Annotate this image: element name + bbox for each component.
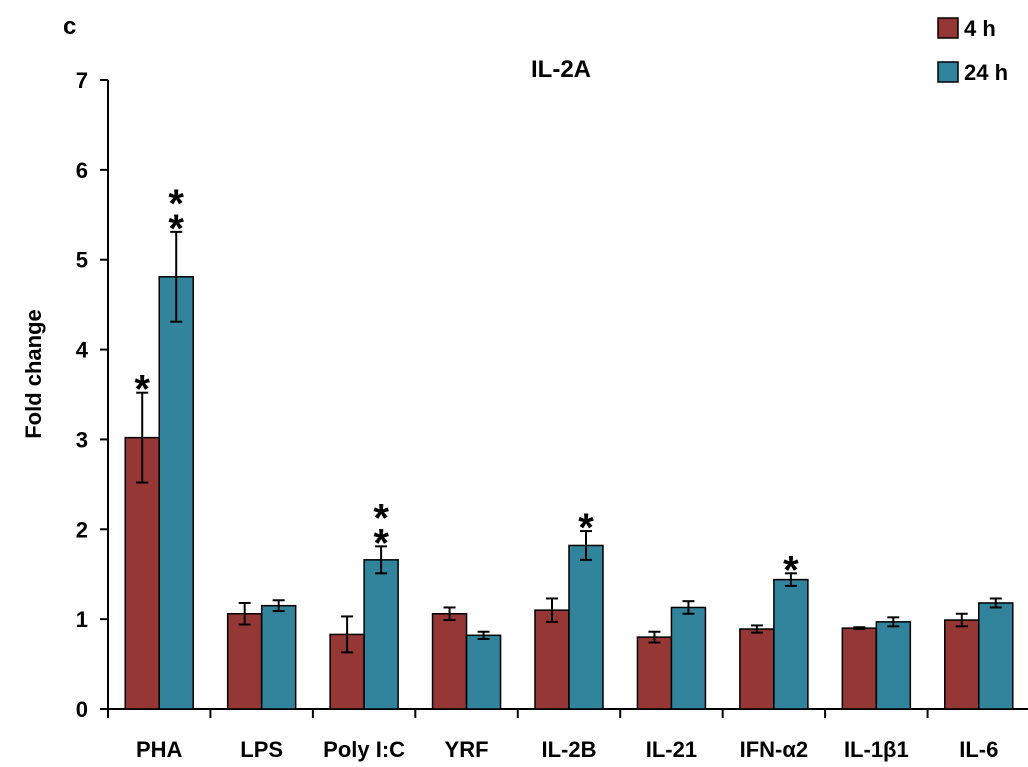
bar-lps-24h [260,604,297,710]
y-tick-label-6: 6 [76,158,88,183]
bar-il-6-24h [978,602,1014,710]
y-tick-label-5: 5 [76,248,88,273]
x-tick-label-poly-i-c: Poly I:C [323,737,405,762]
significance-star-pha-4h-1: * [134,368,150,412]
x-tick-label-il-21: IL-21 [646,737,697,762]
bar-yrf-24h [465,634,502,710]
x-tick-label-ifn-2: IFN-α2 [740,737,809,762]
y-tick-label-7: 7 [76,68,88,93]
legend-label-4h: 4 h [964,16,996,41]
y-tick-label-3: 3 [76,427,88,452]
significance-star-il-2b-24h-1: * [578,506,594,550]
significance-star-poly-i-c-24h-1: * [373,521,389,565]
bar-poly-i-c-24h [363,559,399,710]
panel-label: c [63,13,76,40]
legend: 4 h 24 h [937,16,1008,85]
x-tick-label-il-6: IL-6 [959,737,998,762]
bar-il-2b-24h [568,544,604,710]
significance-star-ifn-2-24h-1: * [783,548,799,592]
significance-star-pha-24h-1: * [168,207,184,251]
significance-star-pha-24h-2: * [168,182,184,226]
y-tick-label-0: 0 [76,697,88,722]
chart-title: IL-2A [531,56,591,83]
bar-lps-4h [226,613,263,710]
x-tick-label-lps: LPS [240,737,283,762]
bar-il-2b-4h [534,609,570,710]
legend-label-24h: 24 h [964,60,1008,85]
bar-ifn-2-24h [773,578,809,710]
bar-pha-24h [158,276,194,710]
bar-il-1-1-4h [841,627,878,710]
x-tick-label-pha: PHA [136,737,183,762]
bar-yrf-4h [431,613,468,710]
y-tick-label-1: 1 [76,607,88,632]
legend-swatch-4h [937,17,959,39]
bar-ifn-2-4h [739,628,775,710]
bar-il-21-4h [636,636,673,710]
x-tick-label-yrf: YRF [445,737,489,762]
y-tick-label-2: 2 [76,517,88,542]
bar-il-21-24h [670,606,707,710]
bar-il-1-1-24h [875,621,912,710]
bar-il-6-4h [944,619,980,710]
y-tick-label-4: 4 [76,338,89,363]
significance-star-poly-i-c-24h-2: * [373,496,389,540]
legend-swatch-24h [937,61,959,83]
x-tick-label-il-2b: IL-2B [542,737,597,762]
x-tick-label-il-1-1: IL-1β1 [844,737,909,762]
y-axis-label: Fold change [21,309,46,439]
